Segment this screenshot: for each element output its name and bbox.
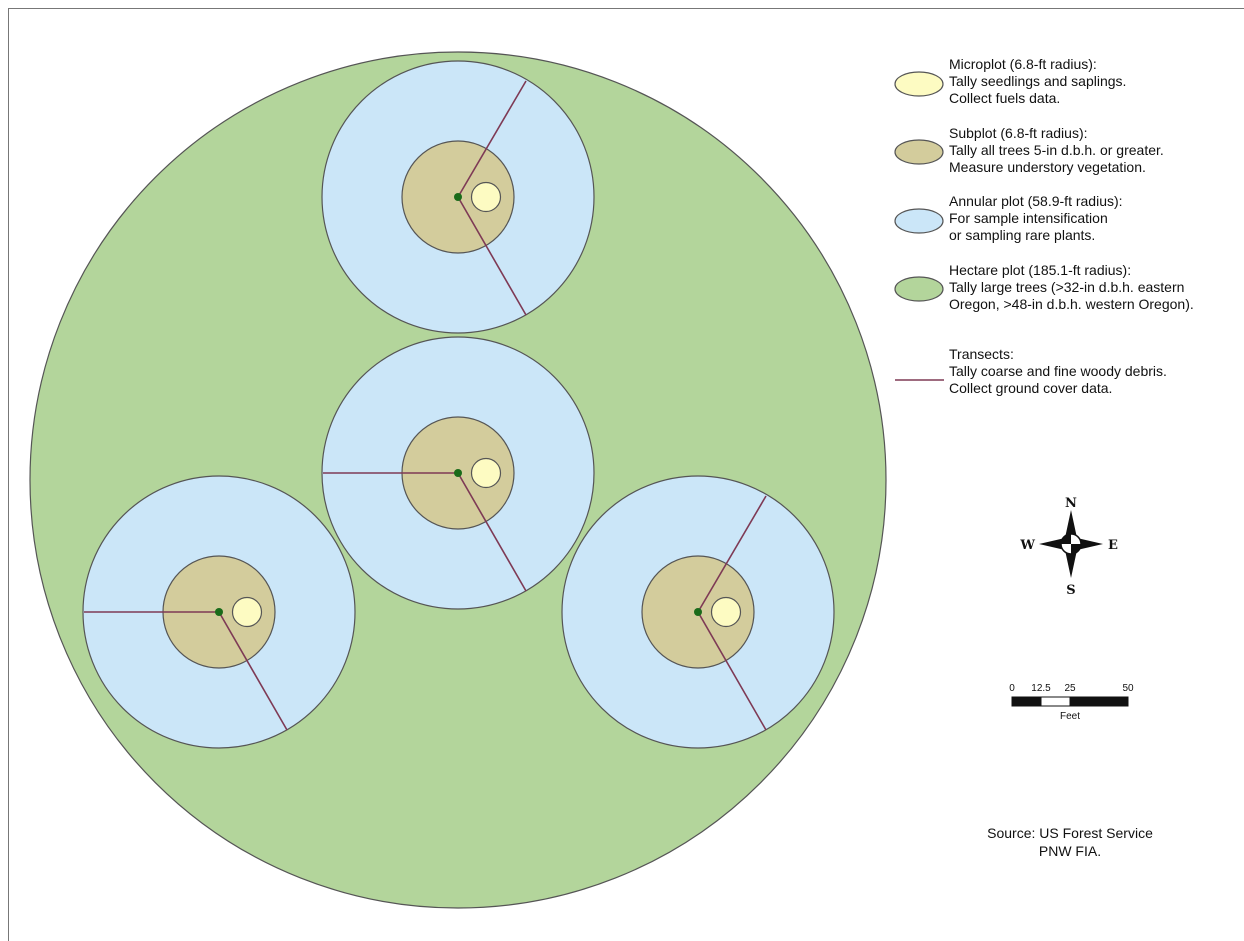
legend-symbol-annular	[894, 208, 944, 234]
legend-title: Annular plot (58.9-ft radius):	[949, 193, 1123, 209]
legend-title: Hectare plot (185.1-ft radius):	[949, 262, 1132, 278]
microplot	[231, 596, 263, 628]
plot-center-point	[694, 608, 702, 616]
plot-center-point	[215, 608, 223, 616]
legend-symbol-microplot	[894, 71, 944, 97]
legend-line: Tally large trees (>32-in d.b.h. eastern	[949, 279, 1185, 295]
microplot	[710, 596, 742, 628]
legend-line: Measure understory vegetation.	[949, 159, 1146, 175]
legend-title: Transects:	[949, 346, 1014, 362]
plot-center-point	[454, 469, 462, 477]
legend-entry-microplot: Microplot (6.8-ft radius): Tally seedlin…	[949, 56, 1126, 107]
plot-center-point	[454, 193, 462, 201]
source-line: Source: US Forest Service	[987, 825, 1153, 841]
scale-unit-label: Feet	[1060, 711, 1080, 722]
legend-line: or sampling rare plants.	[949, 227, 1096, 243]
transect-line	[218, 611, 288, 731]
transect-line	[457, 196, 527, 316]
subplot-group-north	[321, 60, 595, 334]
legend-title: Microplot (6.8-ft radius):	[949, 56, 1097, 72]
scale-tick-label: 0	[1009, 683, 1015, 694]
transect-line	[457, 472, 527, 592]
subplot-group-southwest	[82, 475, 356, 749]
transect-line	[697, 495, 767, 613]
legend-line: Tally coarse and fine woody debris.	[949, 363, 1167, 379]
compass-label-e: E	[1108, 538, 1118, 553]
legend-entry-hectare: Hectare plot (185.1-ft radius): Tally la…	[949, 262, 1194, 313]
compass-label-s: S	[1066, 583, 1075, 598]
microplot	[470, 181, 502, 213]
legend-line: Tally seedlings and saplings.	[949, 73, 1127, 89]
compass-label-w: W	[1019, 538, 1035, 553]
legend-line: Collect ground cover data.	[949, 380, 1113, 396]
subplot-group-southeast	[561, 475, 835, 749]
scale-tick-label: 50	[1122, 683, 1134, 694]
compass-label-n: N	[1065, 496, 1077, 511]
legend-symbol-hectare	[894, 276, 944, 302]
legend-entry-subplot: Subplot (6.8-ft radius): Tally all trees…	[949, 125, 1164, 176]
subplot-group-center	[321, 336, 595, 610]
scale-tick-label: 12.5	[1031, 683, 1051, 694]
legend-entry-transects: Transects: Tally coarse and fine woody d…	[949, 346, 1167, 397]
transect-line	[697, 611, 767, 731]
source-line: PNW FIA.	[1038, 843, 1102, 859]
legend-title: Subplot (6.8-ft radius):	[949, 125, 1088, 141]
scale-bar: 0 12.5 25 50 Feet	[1009, 683, 1134, 722]
microplot	[470, 457, 502, 489]
source-credit: Source: US Forest Service PNW FIA.	[940, 824, 1200, 860]
legend-line: Collect fuels data.	[949, 90, 1061, 106]
legend-entry-annular: Annular plot (58.9-ft radius): For sampl…	[949, 193, 1123, 244]
legend-line: Tally all trees 5-in d.b.h. or greater.	[949, 142, 1164, 158]
scale-tick-label: 25	[1064, 683, 1076, 694]
transect-line	[457, 80, 527, 198]
legend-line: Oregon, >48-in d.b.h. western Oregon).	[949, 296, 1194, 312]
legend-symbol-subplot	[894, 139, 944, 165]
compass-rose: N S E W	[1019, 496, 1118, 598]
figure-frame	[8, 8, 1244, 941]
legend-line: For sample intensification	[949, 210, 1108, 226]
